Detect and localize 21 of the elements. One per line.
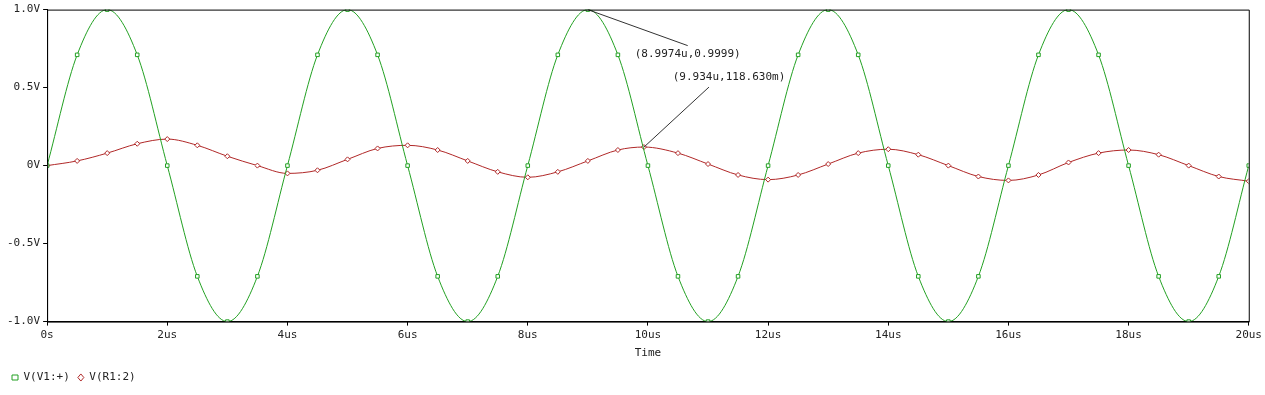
legend-label: V(R1:2): [89, 370, 136, 384]
x-tick-label: 20us: [1235, 328, 1262, 342]
y-tick-label: -0.5V: [6, 236, 41, 250]
x-tick-label: 2us: [157, 328, 178, 342]
x-tick-label: 4us: [277, 328, 298, 342]
y-tick-label: -1.0V: [6, 314, 41, 328]
x-tick-label: 10us: [634, 328, 662, 342]
x-tick-label: 16us: [995, 328, 1022, 342]
x-tick-label: 12us: [754, 328, 782, 342]
y-tick-label: 0V: [26, 158, 41, 172]
x-tick-label: 6us: [397, 328, 418, 342]
y-tick-label: 0.5V: [13, 80, 41, 94]
x-tick-label: 18us: [1115, 328, 1142, 342]
x-axis-title: Time: [634, 346, 662, 360]
annotation: (9.934u,118.630m): [672, 69, 786, 83]
y-tick-label: 1.0V: [13, 2, 41, 16]
annotation: (8.9974u,0.9999): [634, 47, 741, 61]
x-tick-label: 0s: [40, 328, 54, 342]
x-tick-label: 8us: [517, 328, 538, 342]
x-tick-label: 14us: [875, 328, 902, 342]
legend-label: V(V1:+): [23, 370, 70, 384]
